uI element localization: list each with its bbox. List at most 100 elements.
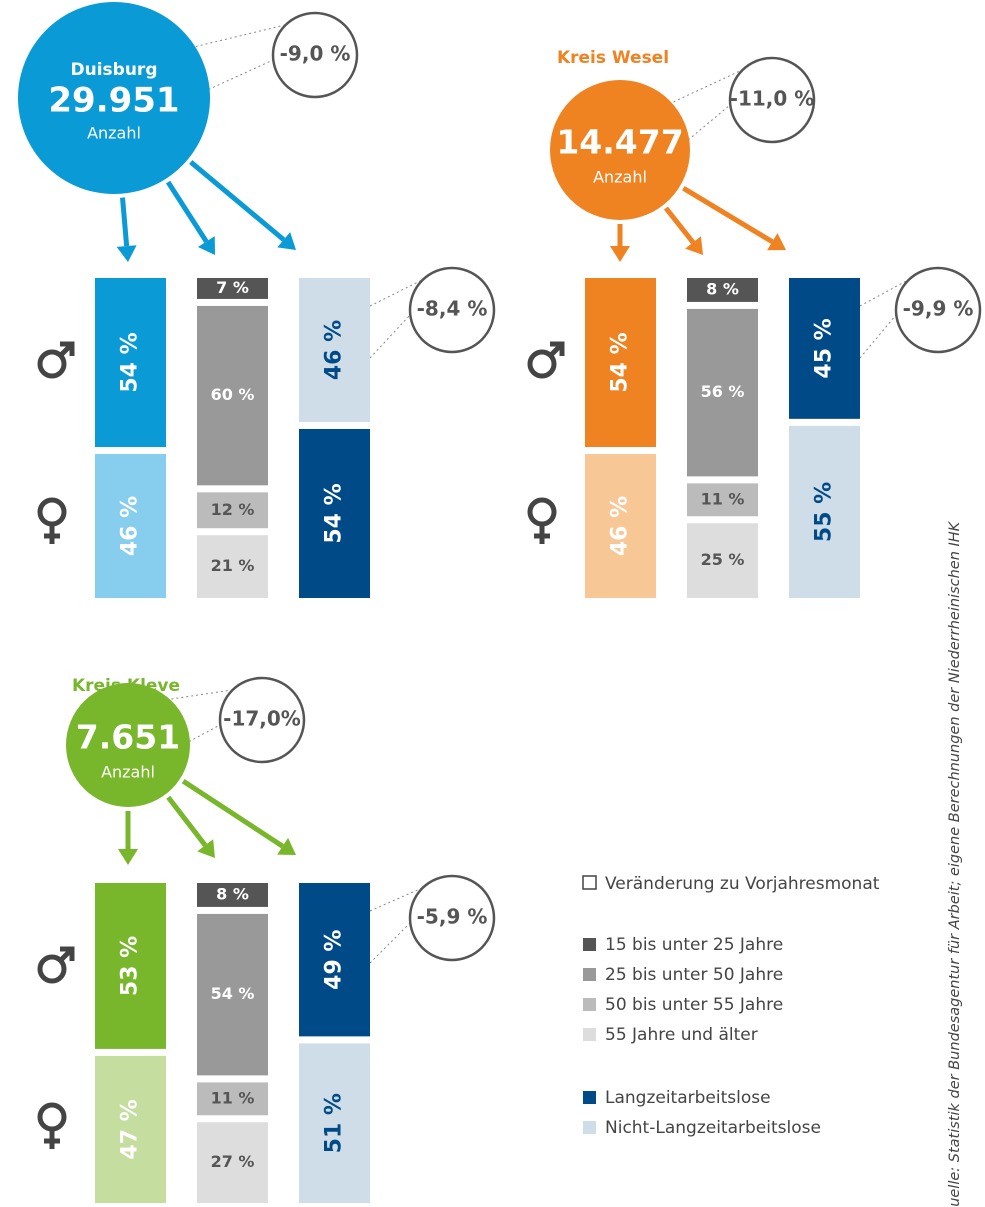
gender-label: 54 % [118, 332, 143, 392]
longterm-label: 55 % [812, 482, 837, 542]
arrow-head [685, 236, 703, 255]
female-symbol [527, 497, 557, 527]
panel-title: Kreis Kleve [72, 676, 180, 696]
arrow-head [118, 849, 138, 865]
age-bar [197, 883, 268, 907]
longterm-bar [789, 425, 860, 598]
gender-bar [585, 454, 656, 598]
panel-title: Kreis Wesel [557, 48, 669, 68]
change-label: -17,0% [223, 707, 301, 731]
arrow-head [277, 837, 296, 855]
total-circle [18, 2, 210, 194]
longterm-label: 46 % [322, 320, 347, 380]
arrow-head [767, 233, 786, 251]
change-bubble [408, 874, 496, 962]
arrow [189, 160, 286, 242]
female-symbol [44, 1129, 60, 1149]
longterm-bar [299, 428, 370, 598]
change-bubble [408, 266, 496, 354]
longterm-label: 51 % [322, 1093, 347, 1153]
age-label: 12 % [211, 500, 255, 519]
leader-line [171, 724, 221, 752]
leader-line [668, 69, 743, 105]
gender-label: 46 % [118, 496, 143, 556]
total: 7.651 [76, 718, 180, 757]
legend-swatch [583, 998, 596, 1011]
gender-bar [95, 883, 166, 1049]
longterm-bar [299, 883, 370, 1037]
age-bar [197, 535, 268, 598]
age-bar [197, 492, 268, 529]
panel-title: Duisburg [71, 60, 158, 80]
age-label: 54 % [211, 984, 255, 1003]
age-bar [687, 308, 758, 477]
male-symbol [527, 349, 557, 379]
male-symbol [58, 341, 75, 358]
age-label: 7 % [216, 278, 249, 297]
legend-swatch [583, 938, 596, 951]
longterm-bar [789, 278, 860, 419]
gender-bar [95, 278, 166, 448]
age-label: 25 % [701, 550, 745, 569]
legend-label: Nicht-Langzeitarbeitslose [605, 1118, 821, 1138]
arrow-head [116, 245, 137, 262]
legend-swatch [583, 1121, 596, 1134]
male-symbol [58, 946, 75, 963]
age-bar [197, 278, 268, 299]
legend-label: 50 bis unter 55 Jahre [605, 995, 783, 1015]
male-symbol [37, 349, 67, 379]
gender-bar [585, 278, 656, 448]
unit: Anzahl [593, 168, 647, 187]
age-label: 11 % [701, 489, 745, 508]
age-bar [197, 305, 268, 486]
gender-label: 47 % [118, 1099, 143, 1159]
age-label: 60 % [211, 385, 255, 404]
age-label: 27 % [211, 1152, 255, 1171]
change-bubble [728, 56, 816, 144]
unit: Anzahl [101, 763, 155, 782]
leader-line [859, 279, 909, 307]
unit: Anzahl [87, 124, 141, 143]
legend-swatch [583, 1028, 596, 1041]
change-bubble [894, 266, 982, 354]
arrow-head [197, 236, 215, 255]
age-label: 21 % [211, 556, 255, 575]
age-bar [687, 278, 758, 302]
age-label: 56 % [701, 382, 745, 401]
male-symbol [548, 341, 565, 358]
age-label: 8 % [216, 884, 249, 903]
longterm-label: 49 % [322, 930, 347, 990]
arrow [166, 180, 209, 243]
legend-label: Langzeitarbeitslose [605, 1088, 771, 1108]
age-label: 8 % [706, 279, 739, 298]
gender-label: 46 % [608, 496, 633, 556]
total-circle [550, 80, 690, 220]
age-bar [197, 1082, 268, 1116]
leader-line [181, 24, 286, 51]
change-bubble [218, 676, 306, 764]
change-label: -9,9 % [903, 297, 974, 321]
change-label: -11,0 % [730, 87, 815, 111]
arrow [181, 779, 284, 849]
leader-line [369, 922, 411, 964]
source: Quelle: Statistik der Bundesagentur für … [947, 520, 963, 1207]
arrow-head [610, 246, 630, 262]
leader-line [171, 689, 233, 700]
arrow [663, 206, 696, 244]
change-bubble [271, 11, 359, 99]
age-bar [687, 483, 758, 517]
gender-label: 54 % [608, 332, 633, 392]
age-bar [197, 913, 268, 1076]
gender-label: 53 % [118, 936, 143, 996]
arrow [120, 197, 130, 247]
age-label: 11 % [211, 1088, 255, 1107]
female-symbol [37, 497, 67, 527]
legend-swatch [582, 875, 597, 890]
male-symbol [37, 954, 67, 984]
total: 14.477 [556, 123, 683, 162]
female-symbol [37, 1102, 67, 1132]
legend-label: 25 bis unter 50 Jahre [605, 965, 783, 985]
female-symbol [534, 524, 550, 544]
arrow-head [197, 839, 215, 858]
change-label: -8,4 % [417, 297, 488, 321]
